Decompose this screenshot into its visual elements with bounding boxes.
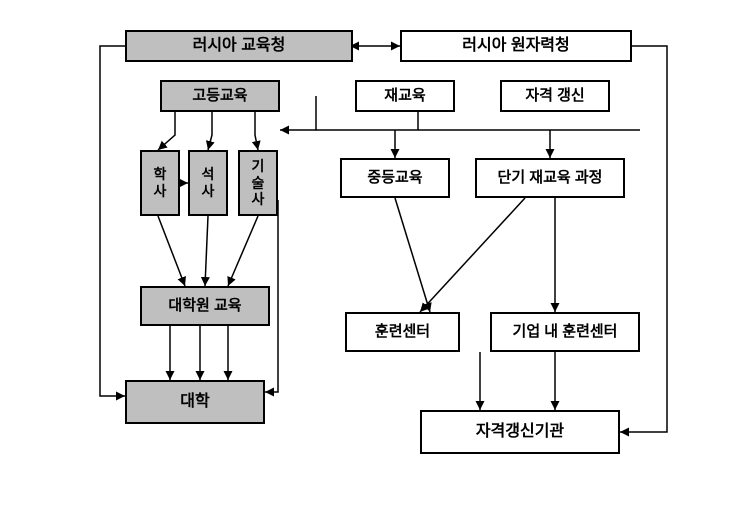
arrow-5 (255, 112, 258, 150)
node-trainCenter: 훈련센터 (345, 312, 460, 352)
arrow-20 (420, 198, 525, 312)
node-label-corpTrain: 기업 내 훈련센터 (513, 323, 618, 341)
node-label-master: 석 사 (202, 166, 215, 200)
node-corpTrain: 기업 내 훈련센터 (490, 312, 640, 352)
diagram-canvas: 러시아 교육청 러시아 원자력청고등교육 재교육 자격 갱신학 사 석 사 기 술 사 중등… (0, 0, 752, 514)
arrow-2 (620, 46, 667, 432)
arrow-6 (280, 96, 316, 130)
node-university: 대학 (125, 380, 265, 424)
node-label-shortCourse: 단기 재교육 과정 (498, 169, 603, 187)
arrow-14 (228, 216, 258, 286)
node-label-reEdu: 재교육 (384, 87, 425, 105)
node-label-trainCenter: 훈련센터 (375, 323, 430, 341)
node-label-university: 대학 (180, 392, 209, 411)
node-master: 석 사 (188, 150, 228, 216)
node-engineer: 기 술 사 (238, 150, 278, 216)
node-qualOrg: 자격갱신기관 (420, 410, 620, 454)
arrow-1 (100, 46, 125, 396)
node-label-qualRenew: 자격 갱신 (525, 87, 584, 105)
arrow-12 (158, 216, 185, 286)
node-label-qualOrg: 자격갱신기관 (476, 422, 564, 441)
node-label-higherEdu: 고등교육 (192, 87, 247, 105)
node-qualRenew: 자격 갱신 (500, 80, 610, 112)
arrow-13 (205, 216, 208, 286)
node-label-nuclearAgency: 러시아 원자력청 (462, 36, 570, 55)
arrow-4 (208, 112, 212, 150)
node-label-eduMinistry: 러시아 교육청 (193, 36, 286, 55)
node-label-engineer: 기 술 사 (252, 158, 265, 208)
arrow-3 (158, 112, 175, 150)
node-label-secondaryEdu: 중등교육 (367, 169, 422, 187)
node-label-bachelor: 학 사 (154, 166, 167, 200)
node-reEdu: 재교육 (355, 80, 455, 112)
node-label-gradEdu: 대학원 교육 (168, 297, 241, 315)
arrows-layer (0, 0, 752, 514)
node-nuclearAgency: 러시아 원자력청 (400, 30, 632, 62)
node-shortCourse: 단기 재교육 과정 (475, 158, 625, 198)
node-secondaryEdu: 중등교육 (340, 158, 450, 198)
node-gradEdu: 대학원 교육 (140, 286, 270, 326)
node-eduMinistry: 러시아 교육청 (125, 30, 353, 62)
node-bachelor: 학 사 (140, 150, 180, 216)
node-higherEdu: 고등교육 (160, 80, 280, 112)
arrow-19 (395, 198, 430, 312)
